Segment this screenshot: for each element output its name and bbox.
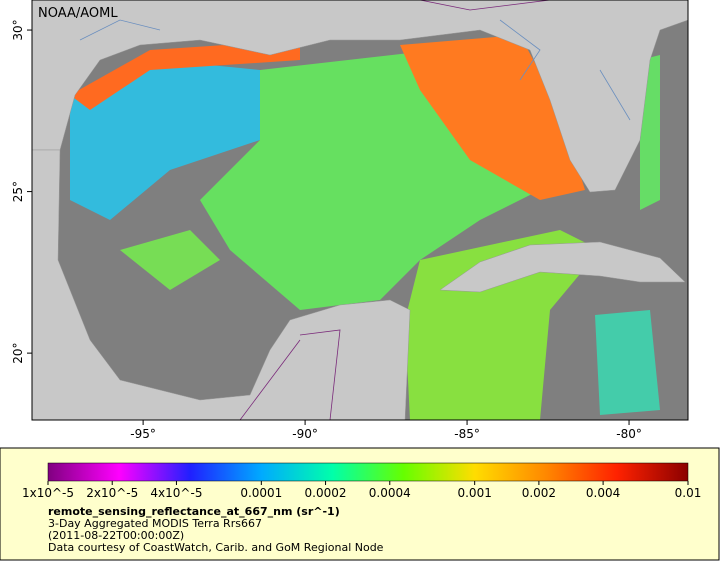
lat-tick-label: 20° [11, 342, 25, 363]
data-swath [70, 40, 300, 110]
colorbar-tick-label: 0.01 [675, 486, 702, 500]
lon-tick-label: -80° [616, 427, 642, 441]
land-mexico [31, 149, 411, 421]
map: NOAA/AOML [31, 0, 689, 421]
map-frame [31, 0, 689, 421]
data-swath [120, 230, 220, 290]
borders [239, 0, 551, 421]
lon-tick-label: -90° [292, 427, 318, 441]
land-us [31, 0, 689, 193]
lon-tick-label: -85° [454, 427, 480, 441]
land-cuba [439, 241, 686, 293]
time-stamp: (2011-08-22T00:00:00Z) [48, 529, 184, 542]
colorbar-tick-label: 0.002 [522, 486, 556, 500]
colorbar-tick-label: 4x10^-5 [150, 486, 202, 500]
colorbar-tick-label: 0.0004 [369, 486, 411, 500]
credit: NOAA/AOML [38, 6, 118, 21]
colorbar-tick-label: 1x10^-5 [22, 486, 74, 500]
colorbar [47, 462, 689, 482]
colorbar-tick-label: 0.0001 [240, 486, 282, 500]
credit-note: Data courtesy of CoastWatch, Carib. and … [48, 541, 384, 554]
variable-name: remote_sensing_reflectance_at_667_nm (sr… [48, 505, 340, 518]
colorbar-tick-label: 0.004 [586, 486, 620, 500]
rivers [79, 19, 631, 121]
data-swath [400, 35, 585, 200]
lat-tick-label: 30° [11, 19, 25, 40]
lon-tick-label: -95° [130, 427, 156, 441]
dataset-name: 3-Day Aggregated MODIS Terra Rrs667 [48, 517, 262, 530]
colorbar-ticks: 1x10^-5 2x10^-5 4x10^-5 0.0001 0.0002 0.0004 0… [22, 481, 701, 500]
colorbar-tick-label: 0.0002 [305, 486, 347, 500]
colorbar-tick-label: 2x10^-5 [86, 486, 138, 500]
data-swath [70, 60, 300, 220]
lat-tick-label: 25° [11, 181, 25, 202]
colorbar-tick-label: 0.001 [457, 486, 491, 500]
data-swath [405, 230, 600, 420]
axes: -95° -90° -85° -80° 20° 25° 30° [11, 19, 642, 441]
data-swath [595, 310, 660, 415]
